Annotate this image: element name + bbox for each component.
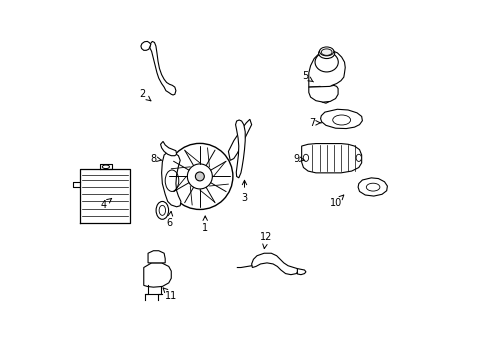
Polygon shape (228, 119, 251, 160)
Ellipse shape (166, 143, 232, 210)
Polygon shape (160, 141, 176, 156)
Ellipse shape (187, 164, 212, 189)
Text: 10: 10 (329, 195, 343, 208)
Ellipse shape (319, 47, 333, 56)
Ellipse shape (156, 202, 168, 219)
Polygon shape (143, 263, 171, 287)
Ellipse shape (355, 154, 361, 161)
Polygon shape (301, 144, 361, 173)
Polygon shape (308, 51, 345, 103)
Text: 1: 1 (202, 216, 208, 233)
Polygon shape (235, 120, 244, 178)
Text: 9: 9 (293, 154, 305, 163)
Polygon shape (308, 85, 337, 102)
Text: 11: 11 (163, 288, 177, 301)
Text: 3: 3 (241, 180, 247, 203)
Polygon shape (251, 253, 298, 275)
Polygon shape (162, 152, 181, 207)
Polygon shape (297, 269, 305, 275)
Ellipse shape (303, 154, 308, 161)
Polygon shape (148, 251, 165, 263)
Polygon shape (141, 41, 151, 50)
Text: 2: 2 (139, 89, 151, 101)
Text: 8: 8 (150, 154, 162, 163)
Text: 5: 5 (302, 71, 313, 82)
Polygon shape (357, 178, 386, 196)
Ellipse shape (314, 52, 338, 72)
Text: 4: 4 (100, 198, 111, 210)
Ellipse shape (318, 48, 334, 59)
Polygon shape (320, 109, 362, 129)
Text: 6: 6 (166, 211, 172, 228)
Polygon shape (149, 41, 176, 95)
Text: 12: 12 (259, 232, 271, 249)
Text: 7: 7 (308, 118, 321, 128)
Ellipse shape (195, 172, 204, 181)
Ellipse shape (102, 165, 109, 168)
